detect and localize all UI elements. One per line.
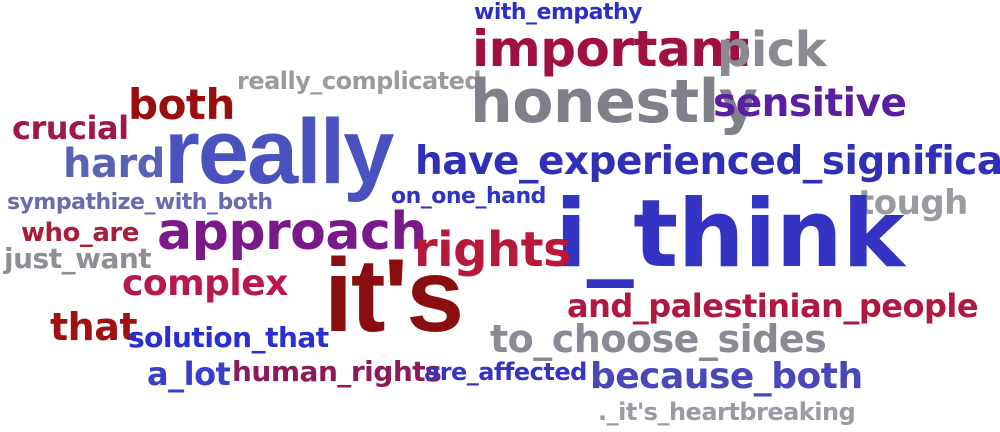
word-both: both bbox=[128, 80, 235, 129]
word-really: really bbox=[164, 101, 394, 203]
word-approach: approach bbox=[157, 202, 427, 262]
word-on-one-hand: on_one_hand bbox=[391, 184, 546, 209]
word-a-lot: a_lot bbox=[147, 355, 231, 393]
word-rights: rights bbox=[414, 222, 572, 278]
word-solution-that: solution_that bbox=[128, 321, 329, 354]
word-human-rights: human_rights bbox=[232, 355, 442, 388]
word-because-both: because_both bbox=[590, 356, 863, 397]
word-that: that bbox=[50, 305, 138, 349]
word-are-affected: are_affected bbox=[424, 358, 587, 386]
word-honestly: honestly bbox=[470, 67, 758, 137]
word-just-want: just_want bbox=[4, 242, 152, 275]
word-crucial: crucial bbox=[12, 109, 129, 147]
word-sympathize-with-both: sympathize_with_both bbox=[7, 190, 273, 215]
word-with-empathy: with_empathy bbox=[474, 0, 643, 25]
word-i-think: i_think bbox=[555, 180, 905, 289]
word-really-complicated: really_complicated bbox=[237, 67, 482, 95]
word-important: important bbox=[472, 20, 749, 78]
word-hard: hard bbox=[63, 141, 165, 187]
word-complex: complex bbox=[122, 263, 288, 304]
word-to-choose-sides: to_choose_sides bbox=[490, 317, 827, 361]
word-who-are: who_are bbox=[21, 218, 139, 248]
word-its: it's bbox=[324, 238, 464, 354]
word-tough: tough bbox=[858, 183, 968, 223]
word-sensitive: sensitive bbox=[713, 81, 907, 126]
word-its-heartbreaking: ._it's_heartbreaking bbox=[598, 398, 856, 426]
word-have-experienced-significant: have_experienced_significant bbox=[415, 139, 1000, 184]
word-and-palestinian-people: and_palestinian_people bbox=[567, 287, 979, 325]
word-pick: pick bbox=[717, 22, 827, 78]
